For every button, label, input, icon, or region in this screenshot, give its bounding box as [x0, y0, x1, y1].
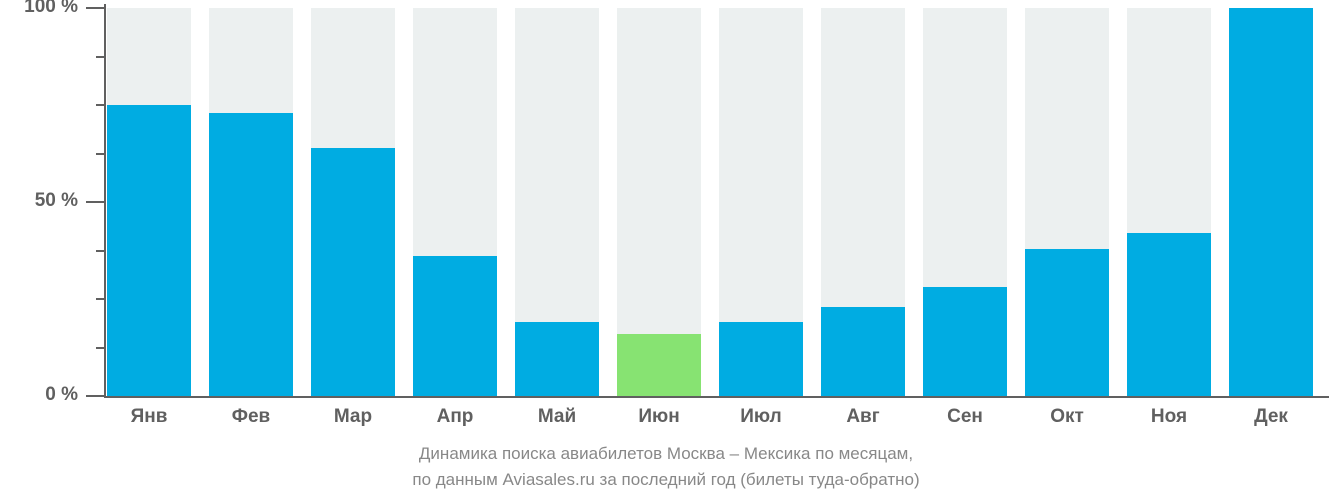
bar-Дек — [1229, 8, 1313, 396]
bar-Авг — [821, 8, 905, 396]
bar-Сен — [923, 8, 1007, 396]
bar-value — [821, 307, 905, 396]
x-axis-label: Окт — [1025, 406, 1109, 428]
x-axis-label: Сен — [923, 406, 1007, 428]
y-tick-minor — [96, 104, 104, 106]
x-axis-label: Мар — [311, 406, 395, 428]
bar-value — [1229, 8, 1313, 396]
bar-Мар — [311, 8, 395, 396]
plot-area — [105, 8, 1327, 396]
monthly-search-chart: 0 % 50 % 100 % Янв Фев Мар Апр Май Июн Июл Авг Сен… — [0, 0, 1332, 502]
y-tick-major — [86, 395, 104, 397]
x-axis-label: Июн — [617, 406, 701, 428]
x-axis-label: Июл — [719, 406, 803, 428]
bar-Ноя — [1127, 8, 1211, 396]
y-tick-minor — [96, 298, 104, 300]
x-axis-label: Фев — [209, 406, 293, 428]
bar-Июл — [719, 8, 803, 396]
y-tick-major — [86, 7, 104, 9]
bar-value — [413, 256, 497, 396]
bar-value — [311, 148, 395, 396]
bar-value — [1025, 249, 1109, 396]
x-axis-label: Ноя — [1127, 406, 1211, 428]
y-tick-minor — [96, 56, 104, 58]
bar-Май — [515, 8, 599, 396]
bar-value — [617, 334, 701, 396]
x-axis — [104, 396, 1329, 398]
x-axis-label: Дек — [1229, 406, 1313, 428]
bar-Июн — [617, 8, 701, 396]
y-axis-label: 100 % — [0, 0, 78, 18]
bar-value — [209, 113, 293, 396]
caption-line-2: по данным Aviasales.ru за последний год … — [0, 470, 1332, 490]
bar-Янв — [107, 8, 191, 396]
bar-value — [923, 287, 1007, 396]
x-axis-label: Апр — [413, 406, 497, 428]
x-axis-label: Май — [515, 406, 599, 428]
bar-value — [107, 105, 191, 396]
bar-value — [515, 322, 599, 396]
bar-Апр — [413, 8, 497, 396]
bar-value — [1127, 233, 1211, 396]
y-axis-label: 0 % — [0, 384, 78, 406]
y-axis-label: 50 % — [0, 190, 78, 212]
bar-value — [719, 322, 803, 396]
y-tick-minor — [96, 347, 104, 349]
y-tick-major — [86, 201, 104, 203]
y-tick-minor — [96, 250, 104, 252]
bar-Фев — [209, 8, 293, 396]
caption-line-1: Динамика поиска авиабилетов Москва – Мек… — [0, 444, 1332, 464]
x-axis-label: Авг — [821, 406, 905, 428]
x-axis-label: Янв — [107, 406, 191, 428]
bar-Окт — [1025, 8, 1109, 396]
y-tick-minor — [96, 153, 104, 155]
